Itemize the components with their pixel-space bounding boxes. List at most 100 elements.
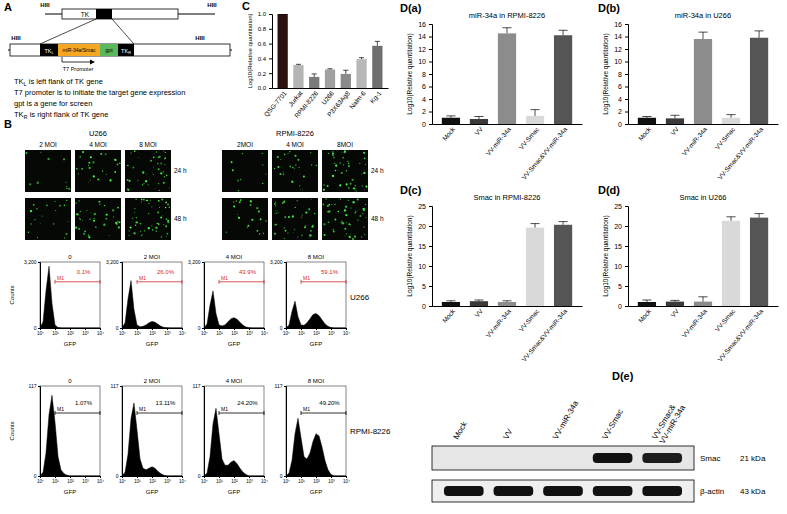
tick: 10⁴	[343, 328, 350, 336]
plot-frame	[286, 386, 346, 476]
tick-mark	[120, 476, 122, 477]
fluorescence-speck	[156, 231, 157, 232]
tick-mark	[204, 328, 205, 330]
tick: 0	[618, 303, 628, 310]
histogram-chart: 011710⁰10¹10²10³10⁴M11.07%0GFPCounts	[9, 378, 104, 495]
fluorescence-speck	[88, 236, 90, 238]
lane-label: Mock	[452, 419, 470, 441]
histogram-chart: 03,20010⁰10¹10²10³10⁴M159.1%8 MOIGFP	[270, 254, 350, 347]
fluorescence-speck	[93, 218, 94, 219]
marks	[204, 408, 264, 476]
fluorescence-speck	[310, 152, 312, 154]
fluorescence-speck	[263, 233, 264, 234]
fluorescence-speck	[295, 207, 296, 208]
tick: 117	[275, 383, 286, 389]
fluorescence-speck	[337, 211, 339, 213]
tick-label: 10¹	[216, 479, 223, 484]
fluorescence-speck	[117, 221, 118, 222]
bar	[554, 225, 572, 306]
tick: 2	[618, 108, 628, 115]
fluorescence-speck	[105, 218, 107, 220]
error-stem	[345, 70, 346, 74]
axis-title: GFP	[64, 341, 76, 347]
tick-label: 20	[614, 223, 622, 230]
fluorescence-speck	[274, 203, 276, 205]
tick-mark	[202, 328, 204, 329]
axis-title: Counts	[9, 421, 15, 440]
fluorescence-speck	[354, 212, 356, 214]
fluorescence-speck	[239, 201, 241, 203]
tick: 10⁴	[343, 476, 350, 484]
error-stem	[535, 110, 536, 116]
fluorescence-speck	[88, 162, 90, 164]
gene-label: TKR	[121, 48, 131, 55]
tick-label: 10¹	[134, 331, 141, 336]
x-axis: 10⁰10¹10²10³10⁴	[201, 476, 268, 484]
fluorescence-speck	[262, 153, 263, 154]
fluorescence-speck	[40, 152, 41, 153]
tick-mark	[219, 328, 220, 330]
tick: P3X63Ag8	[326, 88, 352, 119]
tick: 10¹	[298, 476, 305, 484]
fluorescence-speck	[163, 171, 165, 173]
tick: 10²	[67, 328, 74, 336]
fluorescence-speck	[240, 199, 242, 201]
gate-line	[137, 281, 182, 282]
fluorescence-speck	[285, 230, 287, 232]
legend-line: gpt is a gene for screen	[14, 99, 92, 108]
fluorescence-speck	[104, 205, 105, 206]
fluorescence-speck	[311, 165, 313, 167]
fluorescence-speck	[346, 233, 347, 234]
fluorescence-speck	[78, 200, 79, 201]
gate-name: M1	[57, 406, 64, 412]
x-axis: 10⁰10¹10²10³10⁴	[283, 328, 350, 336]
fluorescence-speck	[136, 217, 137, 218]
fluorescence-speck	[66, 182, 67, 183]
tk-locus	[62, 9, 178, 19]
error-stem	[731, 217, 732, 221]
tick-label: 10⁴	[97, 479, 104, 484]
fluorescence-speck	[140, 231, 141, 232]
error-bar	[359, 58, 364, 59]
fluorescence-speck	[337, 169, 339, 171]
fluorescence-speck	[292, 167, 293, 168]
western-blot: MockVVVV-miR-34aVV-SmacVV-Smac&VV-miR-34…	[432, 399, 766, 502]
error-stem	[759, 214, 760, 218]
fluorescence-speck	[362, 208, 364, 210]
tick-mark	[234, 328, 235, 330]
tick: VV-miR-34a	[484, 306, 512, 339]
bar	[498, 33, 516, 124]
tick: VV-Smac	[713, 306, 736, 333]
y-axis: 0246810121416	[614, 21, 628, 128]
fluorescence-speck	[292, 232, 294, 234]
fluorescence-image	[222, 150, 268, 192]
tick: Mock	[637, 306, 653, 324]
tick-label: VV-Smac	[517, 307, 540, 333]
tick-mark	[137, 476, 138, 478]
error-bar	[474, 300, 483, 301]
fluorescence-group: RPMI-82262MOI4 MOI8MOI24 h48 h	[222, 129, 384, 240]
tick-mark	[167, 328, 168, 330]
fluorescence-speck	[106, 214, 108, 216]
tick: 10²	[67, 476, 74, 484]
tick-mark	[625, 206, 628, 207]
tick: Mock	[441, 124, 457, 142]
plot-frame	[40, 386, 100, 476]
fluorescence-speck	[297, 236, 298, 237]
fluorescence-speck	[322, 204, 324, 206]
fluorescence-speck	[135, 199, 136, 200]
tick: VV	[669, 124, 680, 137]
fluorescence-speck	[277, 166, 279, 168]
tick: 2	[422, 108, 432, 115]
tick-label: 20	[418, 223, 426, 230]
tick: 117	[29, 383, 40, 389]
size-label: 43 kDa	[740, 487, 766, 496]
fluorescence-speck	[342, 222, 344, 224]
fluorescence-speck	[76, 213, 78, 215]
fluorescence-speck	[265, 220, 266, 221]
gate-end	[137, 411, 138, 415]
legend-line: TKR is right flank of TK gene	[14, 110, 108, 120]
fluorescence-speck	[344, 151, 346, 153]
tick-mark	[625, 286, 628, 287]
tick-mark	[38, 262, 40, 263]
